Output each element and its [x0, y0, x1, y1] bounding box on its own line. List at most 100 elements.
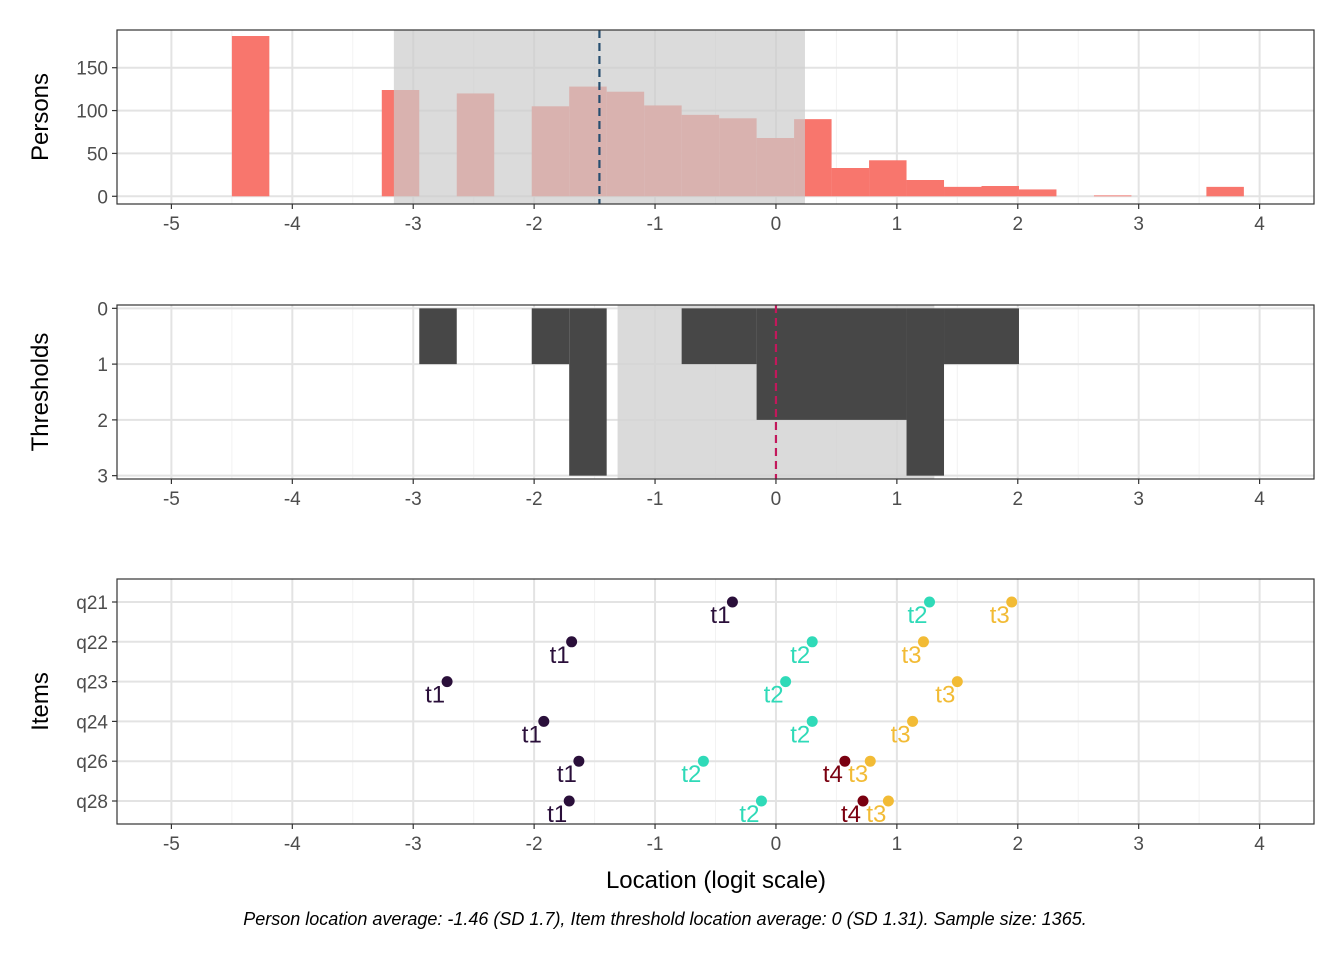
threshold-point — [882, 795, 894, 807]
threshold-point — [441, 676, 453, 688]
threshold-point — [864, 755, 876, 767]
y-tick-label: 50 — [87, 144, 108, 165]
y-axis-title: Thresholds — [27, 333, 54, 452]
x-tick-label: 0 — [771, 489, 782, 510]
threshold-point-label: t3 — [848, 761, 868, 788]
y-axis-title: Items — [27, 672, 54, 731]
persons-bar — [944, 186, 982, 197]
y-tick-label: 100 — [76, 102, 108, 123]
panel-border — [116, 578, 1315, 825]
threshold-point — [573, 755, 585, 767]
panel-border — [116, 29, 1315, 205]
threshold-point-label: t3 — [891, 721, 911, 748]
y-tick-label: q21 — [76, 593, 108, 614]
threshold-point-label: t1 — [425, 682, 445, 709]
thresholds-bar — [419, 308, 457, 365]
threshold-point-label: t1 — [550, 642, 570, 669]
threshold-point — [951, 676, 963, 688]
x-tick-label: 4 — [1254, 489, 1265, 510]
threshold-point — [538, 715, 550, 727]
x-tick-label: -3 — [405, 834, 422, 855]
threshold-point-label: t2 — [681, 761, 701, 788]
threshold-point-label: t1 — [710, 602, 730, 629]
x-tick-label: 3 — [1133, 214, 1144, 235]
x-tick-label: 2 — [1012, 489, 1023, 510]
threshold-point — [907, 715, 919, 727]
threshold-point-label: t1 — [557, 761, 577, 788]
x-tick-label: 3 — [1133, 834, 1144, 855]
y-tick-label: q26 — [76, 752, 108, 773]
y-tick-label: 1 — [97, 355, 108, 376]
y-axis-title: Persons — [27, 73, 54, 161]
y-tick-label: 0 — [97, 187, 108, 208]
threshold-point-label: t3 — [901, 642, 921, 669]
x-tick-label: -2 — [526, 834, 543, 855]
y-tick-label: q24 — [76, 712, 108, 733]
x-tick-label: 4 — [1254, 214, 1265, 235]
x-tick-label: -1 — [647, 214, 664, 235]
x-tick-label: -3 — [405, 214, 422, 235]
threshold-point — [697, 755, 709, 767]
persons-bar — [1206, 186, 1244, 197]
threshold-point-label: t2 — [907, 602, 927, 629]
x-tick-label: -4 — [284, 489, 301, 510]
x-tick-label: -2 — [526, 489, 543, 510]
x-tick-label: 4 — [1254, 834, 1265, 855]
y-tick-label: 0 — [97, 299, 108, 320]
persons-bar — [231, 36, 270, 197]
threshold-point-label: t1 — [547, 801, 567, 828]
persons-bar — [906, 180, 945, 197]
y-tick-label: q23 — [76, 673, 108, 694]
panel-border — [116, 304, 1315, 480]
threshold-point — [755, 795, 767, 807]
persons-bar — [869, 160, 907, 197]
x-tick-label: 3 — [1133, 489, 1144, 510]
x-axis-title: Location (logit scale) — [606, 867, 826, 894]
threshold-point-label: t3 — [935, 682, 955, 709]
threshold-point-label: t3 — [866, 801, 886, 828]
threshold-point — [1006, 596, 1018, 608]
threshold-point-label: t2 — [764, 682, 784, 709]
threshold-point-label: t3 — [990, 602, 1010, 629]
x-tick-label: -4 — [284, 834, 301, 855]
thresholds-bar — [756, 308, 907, 420]
y-tick-label: 3 — [97, 467, 108, 488]
threshold-point — [563, 795, 575, 807]
persons-bar — [981, 186, 1019, 197]
x-tick-label: -5 — [163, 214, 180, 235]
x-tick-label: 1 — [892, 214, 903, 235]
persons-bar — [1093, 195, 1132, 197]
x-tick-label: -5 — [163, 834, 180, 855]
x-tick-label: -3 — [405, 489, 422, 510]
x-tick-label: 1 — [892, 834, 903, 855]
thresholds-bar — [681, 308, 757, 365]
persons-bar — [831, 168, 870, 197]
persons-bar — [1018, 189, 1057, 197]
threshold-point — [924, 596, 936, 608]
x-tick-label: 2 — [1012, 834, 1023, 855]
persons-histogram-panel: -5 -4 -3 -2 -1 0 1 2 3 4 0 50 100 150 Persons — [27, 29, 1315, 235]
x-tick-label: -1 — [647, 834, 664, 855]
thresholds-histogram-panel: -5 -4 -3 -2 -1 0 1 2 3 4 0 1 2 3 Thresholds — [27, 299, 1315, 510]
x-tick-label: -5 — [163, 489, 180, 510]
x-tick-label: -4 — [284, 214, 301, 235]
figure-caption: Person location average: -1.46 (SD 1.7),… — [243, 909, 1086, 929]
x-tick-label: 0 — [771, 834, 782, 855]
threshold-point-label: t1 — [522, 721, 542, 748]
threshold-point — [857, 795, 869, 807]
threshold-point — [806, 636, 818, 648]
thresholds-bar — [944, 308, 1019, 365]
threshold-point-label: t2 — [790, 642, 810, 669]
threshold-point — [806, 715, 818, 727]
thresholds-bar — [569, 308, 607, 476]
x-tick-label: -1 — [647, 489, 664, 510]
threshold-point — [566, 636, 578, 648]
x-tick-label: 1 — [892, 489, 903, 510]
y-tick-label: 2 — [97, 411, 108, 432]
threshold-point — [839, 755, 851, 767]
threshold-point-label: t2 — [790, 721, 810, 748]
threshold-point-label: t2 — [739, 801, 759, 828]
threshold-point — [780, 676, 792, 688]
